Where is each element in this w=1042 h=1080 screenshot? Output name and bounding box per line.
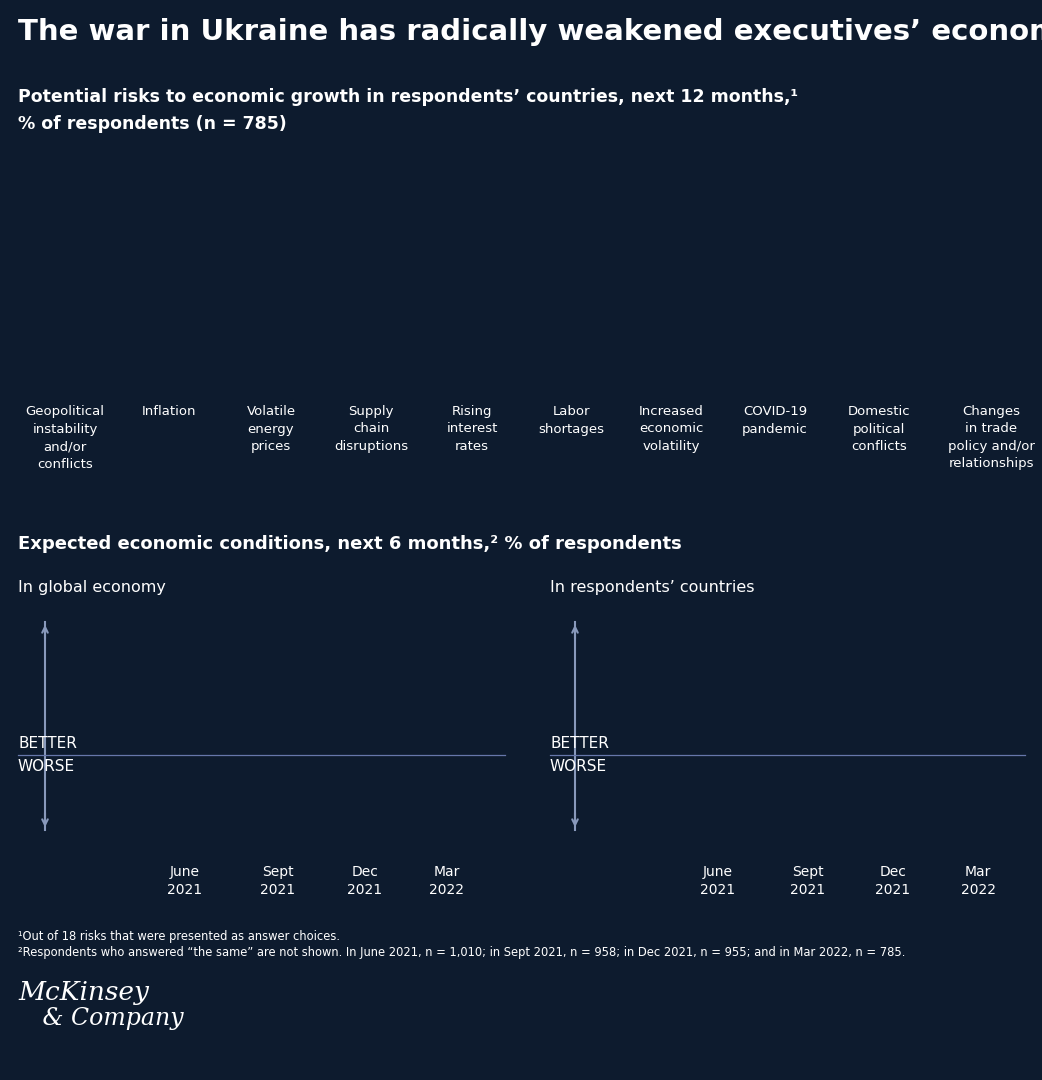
Text: ¹Out of 18 risks that were presented as answer choices.: ¹Out of 18 risks that were presented as …	[18, 930, 340, 943]
Text: WORSE: WORSE	[18, 759, 75, 774]
Text: Labor
shortages: Labor shortages	[538, 405, 604, 435]
Text: June
2021: June 2021	[700, 865, 736, 896]
Text: June
2021: June 2021	[168, 865, 202, 896]
Text: Domestic
political
conflicts: Domestic political conflicts	[848, 405, 911, 453]
Text: McKinsey: McKinsey	[18, 980, 149, 1005]
Text: The war in Ukraine has radically weakened executives’ economic outlook: The war in Ukraine has radically weakene…	[18, 18, 1042, 46]
Text: Expected economic conditions, next 6 months,² % of respondents: Expected economic conditions, next 6 mon…	[18, 535, 681, 553]
Text: & Company: & Company	[20, 1007, 183, 1030]
Text: Dec
2021: Dec 2021	[347, 865, 382, 896]
Text: Sept
2021: Sept 2021	[791, 865, 825, 896]
Text: In respondents’ countries: In respondents’ countries	[550, 580, 754, 595]
Text: Geopolitical
instability
and/or
conflicts: Geopolitical instability and/or conflict…	[25, 405, 104, 471]
Text: BETTER: BETTER	[550, 735, 609, 751]
Text: Potential risks to economic growth in respondents’ countries, next 12 months,¹: Potential risks to economic growth in re…	[18, 87, 798, 106]
Text: Mar
2022: Mar 2022	[429, 865, 465, 896]
Text: Volatile
energy
prices: Volatile energy prices	[247, 405, 296, 453]
Text: Rising
interest
rates: Rising interest rates	[446, 405, 498, 453]
Text: Supply
chain
disruptions: Supply chain disruptions	[333, 405, 408, 453]
Text: Increased
economic
volatility: Increased economic volatility	[639, 405, 703, 453]
Text: WORSE: WORSE	[550, 759, 607, 774]
Text: ²Respondents who answered “the same” are not shown. In June 2021, n = 1,010; in : ²Respondents who answered “the same” are…	[18, 946, 905, 959]
Text: % of respondents (n = 785): % of respondents (n = 785)	[18, 114, 287, 133]
Text: In global economy: In global economy	[18, 580, 166, 595]
Text: COVID-19
pandemic: COVID-19 pandemic	[742, 405, 808, 435]
Text: Changes
in trade
policy and/or
relationships: Changes in trade policy and/or relations…	[947, 405, 1035, 471]
Text: Dec
2021: Dec 2021	[875, 865, 911, 896]
Text: Sept
2021: Sept 2021	[260, 865, 296, 896]
Text: Mar
2022: Mar 2022	[961, 865, 995, 896]
Text: Inflation: Inflation	[142, 405, 196, 418]
Text: BETTER: BETTER	[18, 735, 77, 751]
